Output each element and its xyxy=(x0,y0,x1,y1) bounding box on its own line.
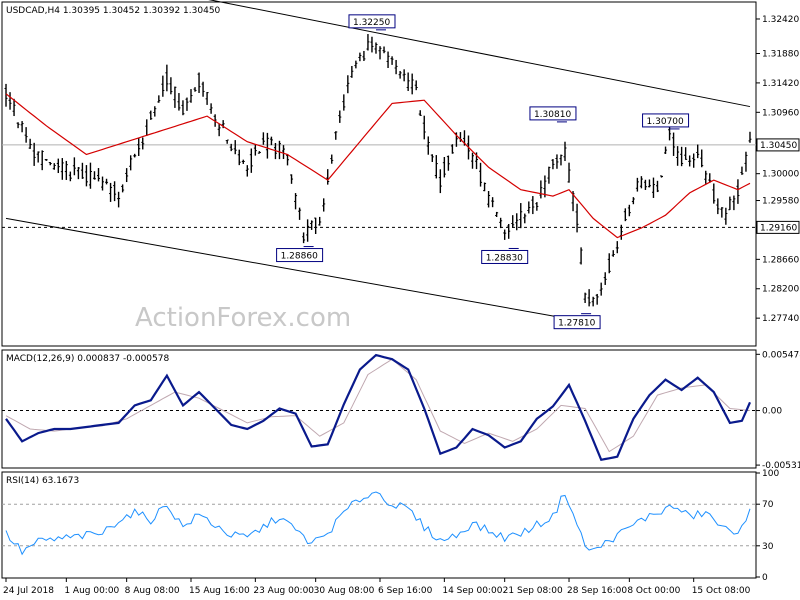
time-axis-label: 28 Sep 16:00 xyxy=(567,586,627,596)
time-axis-label: 8 Oct 00:00 xyxy=(627,586,680,596)
support-price-label: 1.29160 xyxy=(760,223,797,233)
rsi-panel-frame xyxy=(1,471,757,579)
time-axis-label: 8 Aug 08:00 xyxy=(125,586,180,596)
time-axis-label: 6 Sep 16:00 xyxy=(378,586,433,596)
price-label: 1.27810 xyxy=(558,319,595,329)
time-axis-label: 23 Aug 00:00 xyxy=(253,586,314,596)
price-label-box xyxy=(553,315,601,330)
channel-line-2 xyxy=(5,217,598,325)
price-axis-label: 1.31420 xyxy=(762,79,799,89)
price-axis-label: 1.30000 xyxy=(762,170,799,180)
time-axis-label: 15 Oct 08:00 xyxy=(692,586,751,596)
price-axis-label: 1.30960 xyxy=(762,108,799,118)
macd-axis-label: -0.005314 xyxy=(762,461,800,471)
rsi-panel: RSI(14) 63.1673 100 70 30 0 xyxy=(1,469,779,583)
price-label: 1.28830 xyxy=(486,253,523,263)
price-axis-label: 1.27740 xyxy=(762,314,799,324)
macd-panel-frame xyxy=(1,349,757,469)
price-label-box xyxy=(642,113,690,128)
price-axis-label: 1.29580 xyxy=(762,197,799,207)
rsi-axis-label: 70 xyxy=(762,500,774,510)
price-label-box xyxy=(481,249,529,264)
time-axis-label: 1 Aug 00:00 xyxy=(64,586,119,596)
watermark: ActionForex.com xyxy=(135,303,351,333)
rsi-panel-title: RSI(14) 63.1673 xyxy=(6,476,79,486)
price-axis-label: 1.28200 xyxy=(762,285,799,295)
price-label: 1.32250 xyxy=(353,18,390,28)
price-axis-label: 1.31880 xyxy=(762,50,799,60)
time-axis-label: 30 Aug 08:00 xyxy=(314,586,375,596)
macd-axis-label: 0.00 xyxy=(762,407,782,417)
price-label: 1.28860 xyxy=(281,252,318,262)
time-axis-label: 21 Sep 08:00 xyxy=(503,586,563,596)
channel-line-1 xyxy=(208,0,751,108)
moving-average-line xyxy=(5,93,751,239)
time-axis-label: 14 Sep 00:00 xyxy=(442,586,502,596)
price-panel-title: USDCAD,H4 1.30395 1.30452 1.30392 1.3045… xyxy=(6,6,221,16)
macd-panel-title: MACD(12,26,9) 0.000837 -0.000578 xyxy=(6,354,169,364)
price-label-box xyxy=(348,14,396,29)
time-axis: 24 Jul 2018 1 Aug 00:00 8 Aug 08:00 15 Aug … xyxy=(3,578,751,596)
current-price-box xyxy=(756,138,800,152)
price-label: 1.30700 xyxy=(647,117,684,127)
price-axis-label: 1.32420 xyxy=(762,15,799,25)
price-label-box xyxy=(276,248,324,263)
price-panel: ActionForex.com 1.32250 1.28860 1.30810 1.2… xyxy=(1,0,800,347)
rsi-line xyxy=(5,491,751,556)
time-axis-label: 15 Aug 16:00 xyxy=(189,586,250,596)
price-label: 1.30810 xyxy=(534,110,571,120)
rsi-axis-label: 30 xyxy=(762,542,774,552)
macd-panel: MACD(12,26,9) 0.000837 -0.000578 0.00547… xyxy=(1,349,800,471)
rsi-axis-label: 100 xyxy=(762,469,779,479)
price-panel-frame xyxy=(1,1,757,347)
price-label-box xyxy=(529,106,577,121)
macd-signal-line xyxy=(5,358,751,453)
macd-line xyxy=(5,353,752,462)
macd-axis-label: 0.005478 xyxy=(762,350,800,360)
time-axis-label: 24 Jul 2018 xyxy=(3,586,54,596)
rsi-axis-label: 0 xyxy=(762,573,768,583)
current-price-label: 1.30450 xyxy=(760,141,797,151)
price-axis-label: 1.28660 xyxy=(762,255,799,265)
support-price-box xyxy=(756,220,800,234)
